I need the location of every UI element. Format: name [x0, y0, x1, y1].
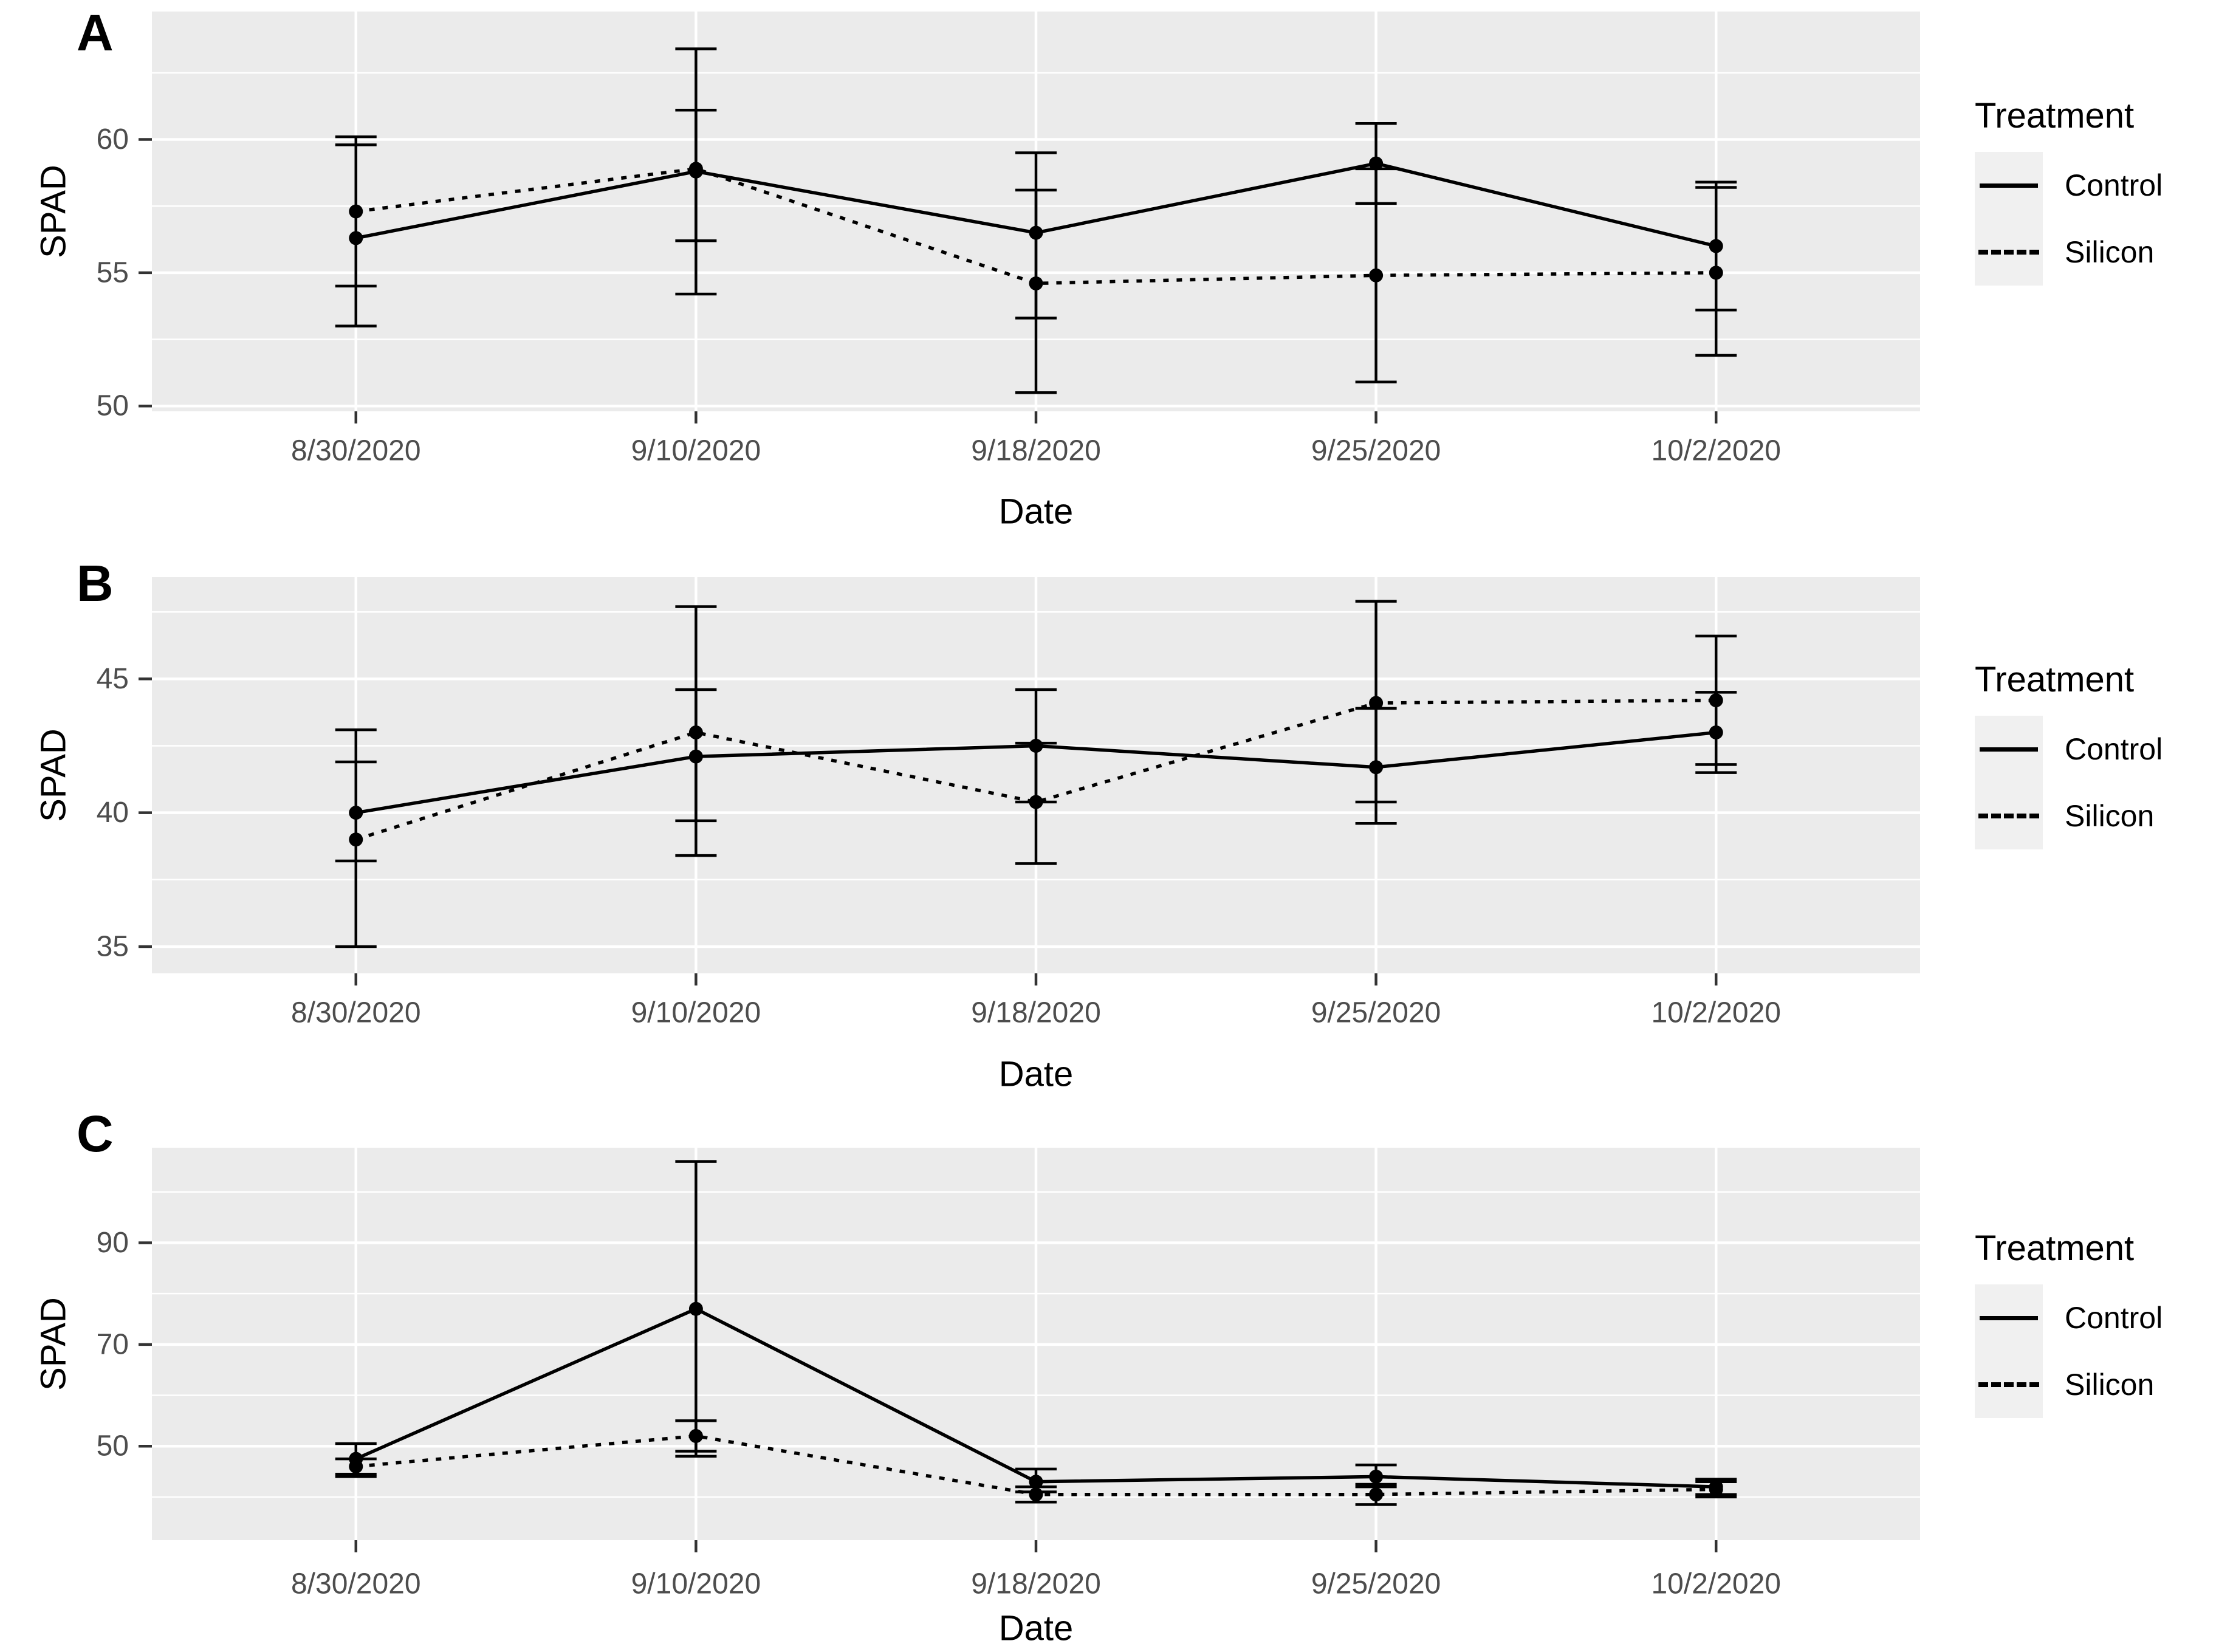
data-point-control: [1369, 1469, 1384, 1484]
legend-title: Treatment: [1975, 660, 2135, 699]
y-tick-label: 35: [97, 930, 129, 962]
x-tick-label: 9/25/2020: [1311, 435, 1441, 467]
legend-entry-control: Control: [1975, 716, 2230, 783]
legend-b: Treatment Control Silicon: [1975, 662, 2230, 849]
legend-entry-silicon: Silicon: [1975, 1351, 2230, 1418]
legend-label-silicon: Silicon: [2065, 799, 2155, 833]
data-point-silicon: [1029, 276, 1043, 290]
plot-area-c: 50 70 90 8/30/2020 9/10/2020 9/18/2020 9/25/20…: [97, 1148, 1920, 1600]
legend-label-silicon: Silicon: [2065, 1368, 2155, 1402]
data-point-silicon: [349, 204, 363, 219]
x-tick-label: 9/10/2020: [631, 1568, 761, 1600]
panel-label-a: A: [77, 4, 114, 61]
data-point-control: [688, 1301, 703, 1316]
x-tick-label: 10/2/2020: [1651, 1568, 1781, 1600]
data-point-silicon: [1709, 266, 1723, 280]
data-point-control: [1029, 1475, 1043, 1489]
control-solid-line-key-icon: [1975, 152, 2043, 219]
y-tick-label: 70: [97, 1328, 129, 1360]
legend-keys: Control Silicon: [1975, 716, 2230, 849]
legend-keys: Control Silicon: [1975, 152, 2230, 286]
legend-label-silicon: Silicon: [2065, 235, 2155, 269]
x-tick-label: 9/10/2020: [631, 997, 761, 1029]
x-tick-label: 9/25/2020: [1311, 1568, 1441, 1600]
control-solid-line-key-icon: [1975, 1284, 2043, 1351]
y-tick-label: 40: [97, 797, 129, 829]
x-tick-label: 9/25/2020: [1311, 997, 1441, 1029]
panel-c: 50 70 90 8/30/2020 9/10/2020 9/18/2020 9/25/20…: [0, 1101, 2233, 1651]
data-point-silicon: [1369, 1487, 1384, 1502]
panel-label-b: B: [77, 555, 114, 612]
legend-title: Treatment: [1975, 1229, 2135, 1268]
x-axis-title-a: Date: [998, 492, 1074, 532]
x-tick-label: 10/2/2020: [1651, 997, 1781, 1029]
series-line-silicon: [355, 167, 1717, 286]
legend-label-control: Control: [2065, 168, 2163, 202]
data-point-silicon: [1369, 696, 1384, 710]
panel-b: 35 40 45 8/30/2020 9/10/2020 9/18/2020 9/25/20…: [0, 550, 2233, 1101]
x-tick-label: 9/10/2020: [631, 435, 761, 467]
data-point-silicon: [688, 162, 703, 176]
x-tick-label: 9/18/2020: [971, 435, 1101, 467]
data-point-silicon: [349, 1459, 363, 1474]
legend-entry-control: Control: [1975, 1284, 2230, 1351]
x-axis-title-c: Date: [998, 1608, 1074, 1648]
x-tick-label: 9/18/2020: [971, 997, 1101, 1029]
legend-title: Treatment: [1975, 96, 2135, 135]
legend-label-control: Control: [2065, 732, 2163, 766]
legend-keys: Control Silicon: [1975, 1284, 2230, 1418]
y-tick-label: 50: [97, 390, 129, 422]
y-axis-title-b: SPAD: [33, 728, 74, 822]
x-axis-title-b: Date: [998, 1054, 1074, 1094]
silicon-dashed-line-key-icon: [1975, 1351, 2043, 1418]
silicon-dashed-line-key-icon: [1975, 783, 2043, 849]
x-tick-label: 10/2/2020: [1651, 435, 1781, 467]
x-tick-label: 9/18/2020: [971, 1568, 1101, 1600]
plot-area-a: 50 55 60 8/30/2020 9/10/2020 9/18/2020 9/25/20…: [97, 12, 1920, 467]
data-point-control: [1369, 156, 1384, 171]
y-tick-label: 90: [97, 1227, 129, 1259]
y-tick-label: 45: [97, 663, 129, 695]
legend-entry-silicon: Silicon: [1975, 219, 2230, 286]
y-tick-label: 55: [97, 256, 129, 289]
data-point-silicon: [1369, 268, 1384, 283]
y-axis-title-c: SPAD: [33, 1297, 74, 1391]
plot-area-b: 35 40 45 8/30/2020 9/10/2020 9/18/2020 9/25/20…: [97, 577, 1920, 1029]
legend-entry-control: Control: [1975, 152, 2230, 219]
x-tick-label: 8/30/2020: [291, 997, 421, 1029]
y-tick-label: 50: [97, 1430, 129, 1462]
x-tick-label: 8/30/2020: [291, 1568, 421, 1600]
data-point-silicon: [688, 1428, 703, 1443]
legend-c: Treatment Control Silicon: [1975, 1231, 2230, 1418]
legend-a: Treatment Control Silicon: [1975, 98, 2230, 286]
data-point-silicon: [1709, 1482, 1723, 1496]
data-point-silicon: [1029, 1487, 1043, 1502]
legend-entry-silicon: Silicon: [1975, 783, 2230, 849]
data-point-silicon: [1709, 693, 1723, 708]
data-point-silicon: [688, 725, 703, 740]
y-tick-label: 60: [97, 123, 129, 156]
silicon-dashed-line-key-icon: [1975, 219, 2043, 286]
panel-label-c: C: [77, 1105, 114, 1162]
y-axis-title-a: SPAD: [33, 165, 74, 258]
data-point-silicon: [349, 832, 363, 847]
legend-label-control: Control: [2065, 1301, 2163, 1335]
data-point-silicon: [1029, 795, 1043, 809]
panel-a: 50 55 60 8/30/2020 9/10/2020 9/18/2020 9/25/20…: [0, 0, 2233, 550]
control-solid-line-key-icon: [1975, 716, 2043, 783]
x-tick-label: 8/30/2020: [291, 435, 421, 467]
